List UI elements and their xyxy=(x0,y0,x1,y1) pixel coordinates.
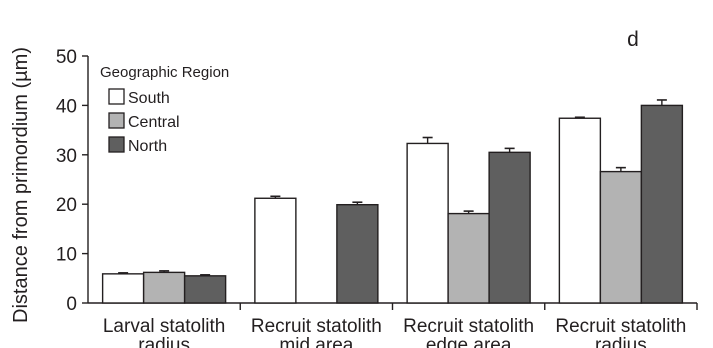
y-tick-label: 30 xyxy=(56,146,77,167)
bars xyxy=(101,99,684,304)
bar-central xyxy=(599,170,643,304)
bar-south xyxy=(558,117,602,304)
legend: South Central North xyxy=(108,88,180,155)
y-tick-label: 50 xyxy=(56,47,77,68)
bar-south xyxy=(101,273,145,304)
x-tick-label: Recruit statolith xyxy=(403,316,534,337)
y-tick-label: 20 xyxy=(56,195,77,216)
x-tick-label: Larval statolith xyxy=(103,316,226,337)
x-tick-label: Recruit statolith xyxy=(555,316,686,337)
legend-label: South xyxy=(128,90,170,107)
x-tick-label: mid area xyxy=(279,335,353,348)
y-axis-label: Distance from primordium (µm) xyxy=(10,47,32,323)
bar-south xyxy=(406,142,449,304)
legend-swatch-south xyxy=(108,88,125,105)
bar-north xyxy=(488,151,531,304)
x-tick-label: edge area xyxy=(426,335,512,348)
x-tick-label: radius xyxy=(138,335,190,348)
legend-label: North xyxy=(128,138,167,155)
bar-north xyxy=(640,104,684,304)
legend-title: Geographic Region xyxy=(100,64,229,81)
bar-central xyxy=(142,271,186,304)
y-axis: 0 10 20 30 40 50 xyxy=(56,47,89,315)
bar-south xyxy=(254,197,297,304)
panel-label: d xyxy=(627,28,639,51)
x-tick-label: radius xyxy=(595,335,647,348)
y-tick-label: 0 xyxy=(66,294,77,315)
legend-swatch-north xyxy=(108,136,125,153)
legend-swatch-central xyxy=(108,112,125,129)
bar-central xyxy=(447,212,490,304)
bar-north xyxy=(183,275,227,304)
bar-north xyxy=(336,203,379,304)
y-tick-label: 10 xyxy=(56,245,77,266)
legend-label: Central xyxy=(128,114,180,131)
y-tick-label: 40 xyxy=(56,96,77,117)
x-tick-label: Recruit statolith xyxy=(251,316,382,337)
